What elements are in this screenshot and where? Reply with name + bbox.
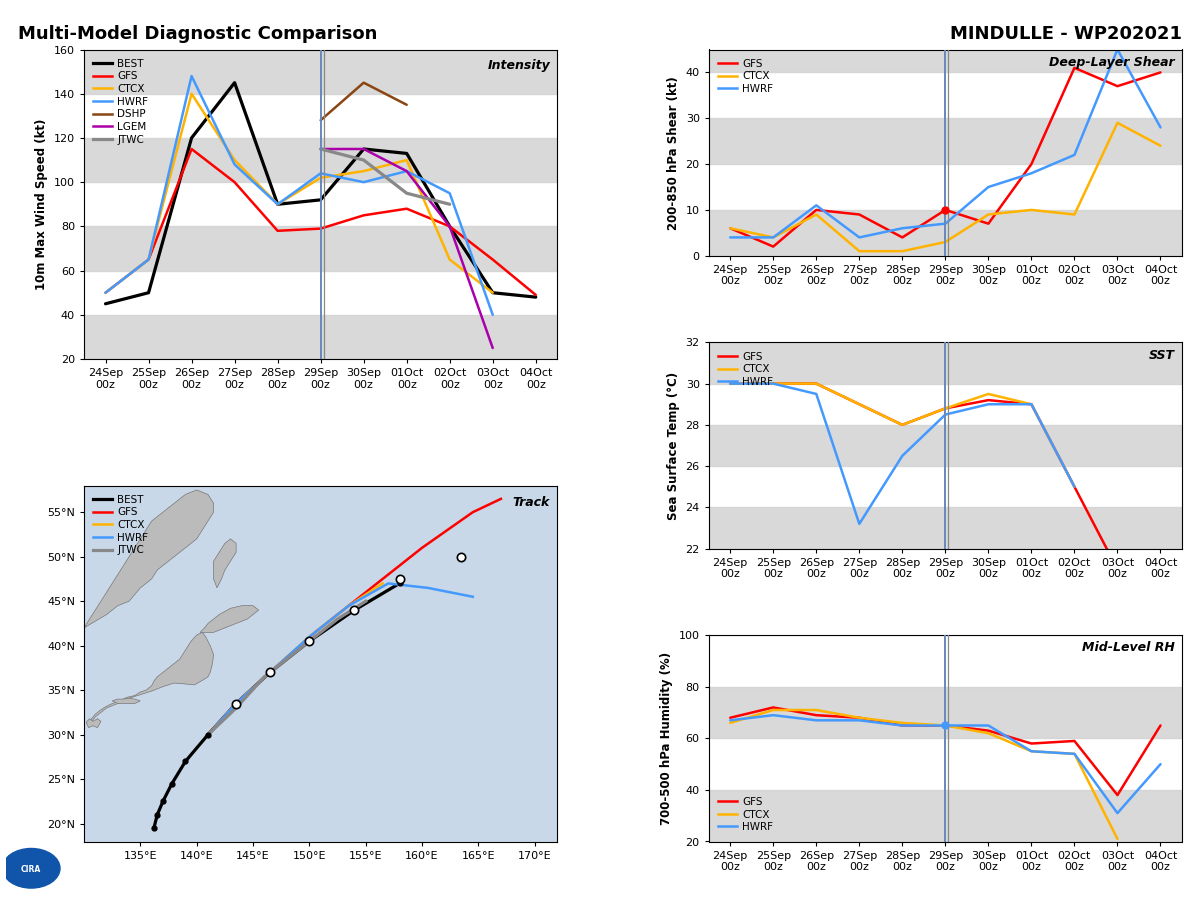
Y-axis label: 10m Max Wind Speed (kt): 10m Max Wind Speed (kt) [35,119,48,290]
Legend: BEST, GFS, CTCX, HWRF, JTWC: BEST, GFS, CTCX, HWRF, JTWC [89,491,152,560]
Text: Intensity: Intensity [487,58,550,72]
Circle shape [2,849,60,888]
Bar [709,118,1182,164]
Text: Multi-Model Diagnostic Comparison: Multi-Model Diagnostic Comparison [18,25,377,43]
Y-axis label: Sea Surface Temp (°C): Sea Surface Temp (°C) [667,372,680,519]
Bar [84,315,557,359]
Legend: GFS, CTCX, HWRF: GFS, CTCX, HWRF [714,793,778,836]
Bar [709,790,1182,842]
Polygon shape [200,606,259,633]
Bar [709,50,1182,72]
Polygon shape [90,633,214,724]
Y-axis label: 700-500 hPa Humidity (%): 700-500 hPa Humidity (%) [660,652,673,825]
Bar [709,342,1182,383]
Y-axis label: 200-850 hPa Shear (kt): 200-850 hPa Shear (kt) [667,76,680,230]
Polygon shape [84,485,214,628]
Polygon shape [0,485,84,842]
Text: Mid-Level RH: Mid-Level RH [1082,642,1175,654]
Polygon shape [112,698,140,704]
Bar [709,508,1182,549]
Text: MINDULLE - WP202021: MINDULLE - WP202021 [950,25,1182,43]
Text: CIRA: CIRA [22,865,41,874]
Bar [709,425,1182,466]
Text: Deep-Layer Shear: Deep-Layer Shear [1049,56,1175,68]
Bar [84,138,557,182]
Legend: BEST, GFS, CTCX, HWRF, DSHP, LGEM, JTWC: BEST, GFS, CTCX, HWRF, DSHP, LGEM, JTWC [89,55,152,148]
Bar [709,687,1182,738]
Bar [84,227,557,271]
Text: SST: SST [1148,348,1175,362]
Polygon shape [86,719,101,727]
Legend: GFS, CTCX, HWRF: GFS, CTCX, HWRF [714,55,778,98]
Polygon shape [214,539,236,588]
Legend: GFS, CTCX, HWRF: GFS, CTCX, HWRF [714,347,778,392]
Polygon shape [34,633,78,695]
Text: Track: Track [512,496,550,509]
Bar [709,210,1182,256]
Bar [84,50,557,94]
